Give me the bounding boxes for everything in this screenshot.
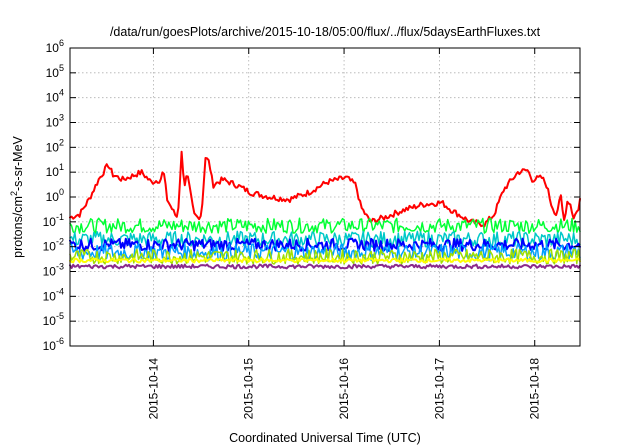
x-tick-label: 2015-10-18 xyxy=(528,358,542,420)
y-tick-label: 102 xyxy=(46,137,64,154)
y-tick-exp: 0 xyxy=(59,187,64,197)
y-tick-label: 104 xyxy=(46,88,64,105)
y-tick-base: 10 xyxy=(43,314,57,328)
x-tick-label: 2015-10-16 xyxy=(337,358,351,420)
y-axis-label-main: protons/cm xyxy=(11,196,25,258)
y-tick-exp: 4 xyxy=(59,88,64,98)
y-tick-base: 10 xyxy=(43,265,57,279)
y-tick-exp: 5 xyxy=(59,63,64,73)
data-series xyxy=(69,150,581,270)
y-tick-base: 10 xyxy=(43,289,57,303)
y-tick-label: 10-6 xyxy=(43,336,64,353)
y-tick-exp: -2 xyxy=(56,237,64,247)
series-line-1 xyxy=(69,217,581,234)
y-tick-base: 10 xyxy=(46,165,60,179)
x-tick-label: 2015-10-17 xyxy=(432,358,446,420)
y-tick-label: 10-1 xyxy=(43,212,64,229)
y-tick-exp: 3 xyxy=(59,113,64,123)
y-tick-base: 10 xyxy=(46,91,60,105)
y-tick-label: 100 xyxy=(46,187,64,204)
y-tick-base: 10 xyxy=(46,41,60,55)
series-line-6 xyxy=(69,257,581,264)
y-tick-base: 10 xyxy=(43,339,57,353)
y-tick-exp: 6 xyxy=(59,38,64,48)
y-tick-label: 101 xyxy=(46,162,64,179)
y-tick-exp: -6 xyxy=(56,336,64,346)
grid xyxy=(70,48,580,346)
y-tick-exp: -5 xyxy=(56,311,64,321)
y-axis: 10-610-510-410-310-210-11001011021031041… xyxy=(43,38,580,353)
y-axis-label: protons/cm2-s-sr-MeV xyxy=(9,135,25,257)
y-tick-label: 10-5 xyxy=(43,311,64,328)
y-tick-exp: -4 xyxy=(56,286,64,296)
y-tick-label: 10-2 xyxy=(43,237,64,254)
y-axis-label-sup: 2 xyxy=(9,191,19,196)
y-tick-label: 10-4 xyxy=(43,286,64,303)
y-tick-label: 10-3 xyxy=(43,262,64,279)
series-line-0 xyxy=(69,150,581,228)
y-tick-base: 10 xyxy=(43,240,57,254)
y-tick-exp: -1 xyxy=(56,212,64,222)
x-tick-label: 2015-10-14 xyxy=(146,358,160,420)
y-tick-label: 103 xyxy=(46,113,64,130)
y-tick-base: 10 xyxy=(46,140,60,154)
y-tick-base: 10 xyxy=(46,66,60,80)
series-line-7 xyxy=(69,263,581,270)
x-axis: 2015-10-14 2015-10-15 2015-10-16 2015-10-17… xyxy=(146,48,542,420)
y-tick-label: 105 xyxy=(46,63,64,80)
y-tick-base: 10 xyxy=(43,215,57,229)
y-tick-label: 106 xyxy=(46,38,64,55)
x-axis-label: Coordinated Universal Time (UTC) xyxy=(229,431,421,445)
series-line-2 xyxy=(69,230,581,248)
y-tick-exp: -3 xyxy=(56,262,64,272)
y-tick-base: 10 xyxy=(46,116,60,130)
y-tick-exp: 1 xyxy=(59,162,64,172)
y-axis-label-tail: -s-sr-MeV xyxy=(11,135,25,191)
chart-title: /data/run/goesPlots/archive/2015-10-18/0… xyxy=(110,25,541,39)
y-tick-base: 10 xyxy=(46,190,60,204)
y-tick-exp: 2 xyxy=(59,137,64,147)
x-tick-label: 2015-10-15 xyxy=(242,358,256,420)
